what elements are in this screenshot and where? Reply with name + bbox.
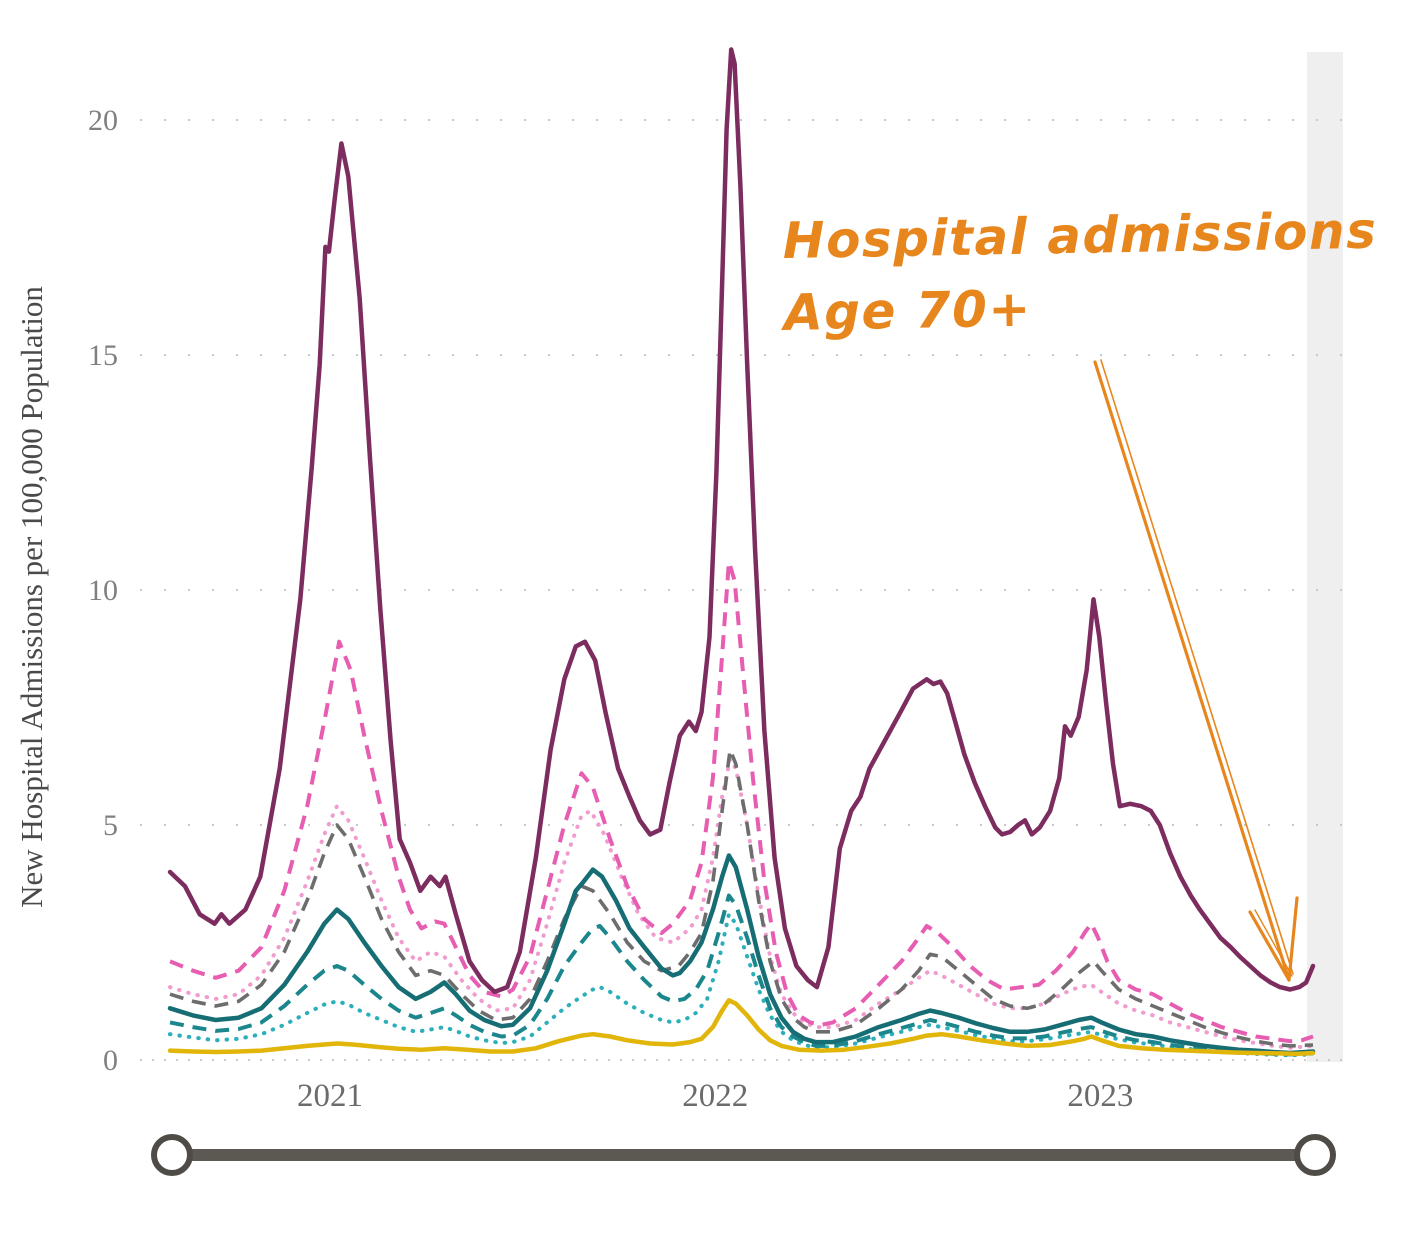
y-tick-label-15: 15: [88, 339, 118, 372]
line-pink-dashed: [169, 559, 1314, 1044]
annotation-text-line2: Age 70+: [779, 280, 1032, 342]
line-gray-dashed: [169, 747, 1314, 1048]
line-teal-dotted: [168, 912, 1315, 1058]
line-teal-dashed: [169, 893, 1314, 1057]
annotation-callout: Hospital admissions Age 70+: [779, 202, 1378, 342]
x-tick-label-2022: 2022: [682, 1078, 748, 1114]
y-axis-title: New Hospital Admissions per 100,000 Popu…: [14, 286, 49, 908]
annotation-text-line1: Hospital admissions: [782, 202, 1378, 270]
axis-tick-labels: 0 5 10 15 20 2021 2022 2023: [88, 104, 1133, 1114]
line-yellow-solid: [167, 998, 1316, 1057]
line-teal-solid: [167, 853, 1316, 1056]
latest-data-highlight-band: [1307, 52, 1343, 1062]
line-purple-solid: [167, 47, 1316, 995]
chart-series: [167, 47, 1316, 1058]
x-tick-label-2023: 2023: [1067, 1078, 1133, 1114]
time-range-slider-right-handle[interactable]: [1294, 1134, 1336, 1176]
x-tick-label-2021: 2021: [297, 1078, 363, 1114]
y-tick-label-0: 0: [103, 1044, 118, 1077]
y-tick-label-20: 20: [88, 104, 118, 137]
time-range-slider-track[interactable]: [172, 1149, 1315, 1161]
y-tick-label-10: 10: [88, 574, 118, 607]
time-range-slider-left-handle[interactable]: [151, 1134, 193, 1176]
annotation-arrow-icon: [1093, 359, 1299, 982]
y-tick-label-5: 5: [103, 809, 118, 842]
